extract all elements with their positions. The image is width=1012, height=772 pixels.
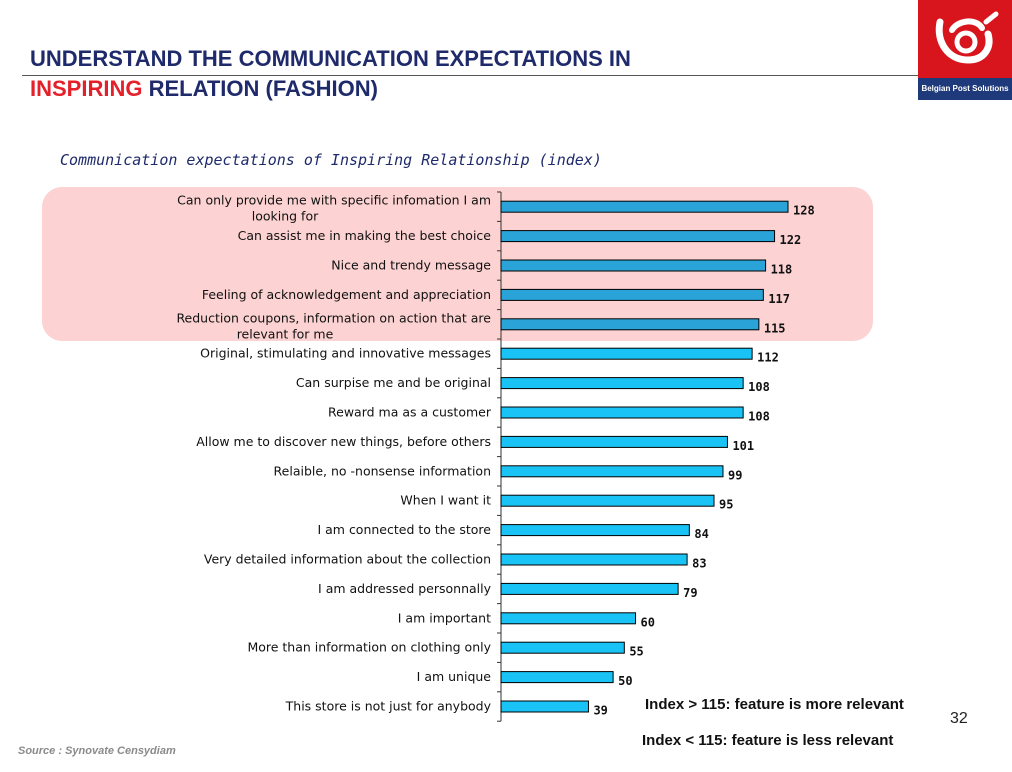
- bar: [500, 200, 789, 213]
- data-label: 128: [793, 204, 815, 218]
- data-label: 79: [683, 586, 697, 600]
- category-label: Allow me to discover new things, before …: [196, 434, 491, 449]
- title-rest: RELATION (FASHION): [142, 76, 378, 101]
- bar: [500, 347, 753, 360]
- data-label: 118: [771, 263, 793, 277]
- note-less-relevant: Index < 115: feature is less relevant: [642, 732, 894, 749]
- bar: [500, 259, 767, 272]
- bar: [500, 465, 724, 478]
- category-label: I am unique: [417, 669, 492, 684]
- bar: [500, 582, 679, 595]
- title-highlight: INSPIRING: [30, 76, 143, 101]
- category-label-continued: looking for: [252, 209, 319, 224]
- category-label: Can assist me in making the best choice: [238, 228, 492, 243]
- data-label: 115: [764, 321, 786, 335]
- bar: [500, 406, 744, 419]
- title-line-1: UNDERSTAND THE COMMUNICATION EXPECTATION…: [30, 46, 631, 71]
- category-label: Reduction coupons, information on action…: [176, 310, 491, 325]
- bar: [500, 700, 589, 713]
- note-more-relevant: Index > 115: feature is more relevant: [645, 696, 904, 713]
- category-label: Can surpise me and be original: [296, 375, 491, 390]
- data-label: 108: [748, 410, 770, 424]
- category-label-continued: relevant for me: [237, 326, 334, 341]
- category-label: Relaible, no -nonsense information: [274, 463, 491, 478]
- bar: [500, 230, 776, 243]
- data-label: 84: [694, 527, 708, 541]
- chart-title: Communication expectations of Inspiring …: [60, 151, 602, 169]
- page-number: 32: [950, 710, 968, 727]
- data-label: 55: [629, 645, 643, 659]
- data-label: 83: [692, 557, 706, 571]
- category-label: Very detailed information about the coll…: [204, 552, 491, 567]
- bar: [500, 494, 715, 507]
- bar: [500, 641, 625, 654]
- category-label: More than information on clothing only: [247, 640, 491, 655]
- bar: [500, 377, 744, 390]
- data-label: 39: [593, 704, 607, 718]
- category-label: I am important: [398, 610, 491, 625]
- category-label: Feeling of acknowledgement and appreciat…: [202, 287, 491, 302]
- data-label: 101: [732, 439, 754, 453]
- bar: [500, 288, 764, 301]
- page-title: UNDERSTAND THE COMMUNICATION EXPECTATION…: [30, 44, 631, 104]
- category-label: Nice and trendy message: [331, 258, 491, 273]
- bar: [500, 318, 760, 331]
- bar: [500, 435, 728, 448]
- data-label: 117: [768, 292, 790, 306]
- data-label: 99: [728, 468, 742, 482]
- category-label: When I want it: [400, 493, 491, 508]
- category-label: I am addressed personnally: [318, 581, 492, 596]
- category-label: Reward ma as a customer: [328, 405, 492, 420]
- category-label: This store is not just for anybody: [285, 699, 492, 714]
- data-label: 60: [641, 615, 655, 629]
- data-label: 122: [780, 233, 802, 247]
- brand-logo: Belgian Post Solutions: [918, 0, 1012, 100]
- data-label: 95: [719, 498, 733, 512]
- data-label: 50: [618, 674, 632, 688]
- logo-text: Belgian Post Solutions: [918, 78, 1012, 100]
- data-label: 108: [748, 380, 770, 394]
- category-label: Original, stimulating and innovative mes…: [200, 346, 491, 361]
- bar: [500, 553, 688, 566]
- category-label: I am connected to the store: [317, 522, 491, 537]
- title-divider: [22, 75, 918, 76]
- data-label: 112: [757, 351, 779, 365]
- category-label: Can only provide me with specific infoma…: [177, 193, 491, 208]
- post-horn-icon: [935, 11, 999, 64]
- title-line-2: INSPIRING RELATION (FASHION): [30, 74, 631, 104]
- bar: [500, 524, 690, 537]
- bar: [500, 671, 614, 684]
- source-note: Source : Synovate Censydiam: [18, 745, 176, 757]
- bar: [500, 612, 637, 625]
